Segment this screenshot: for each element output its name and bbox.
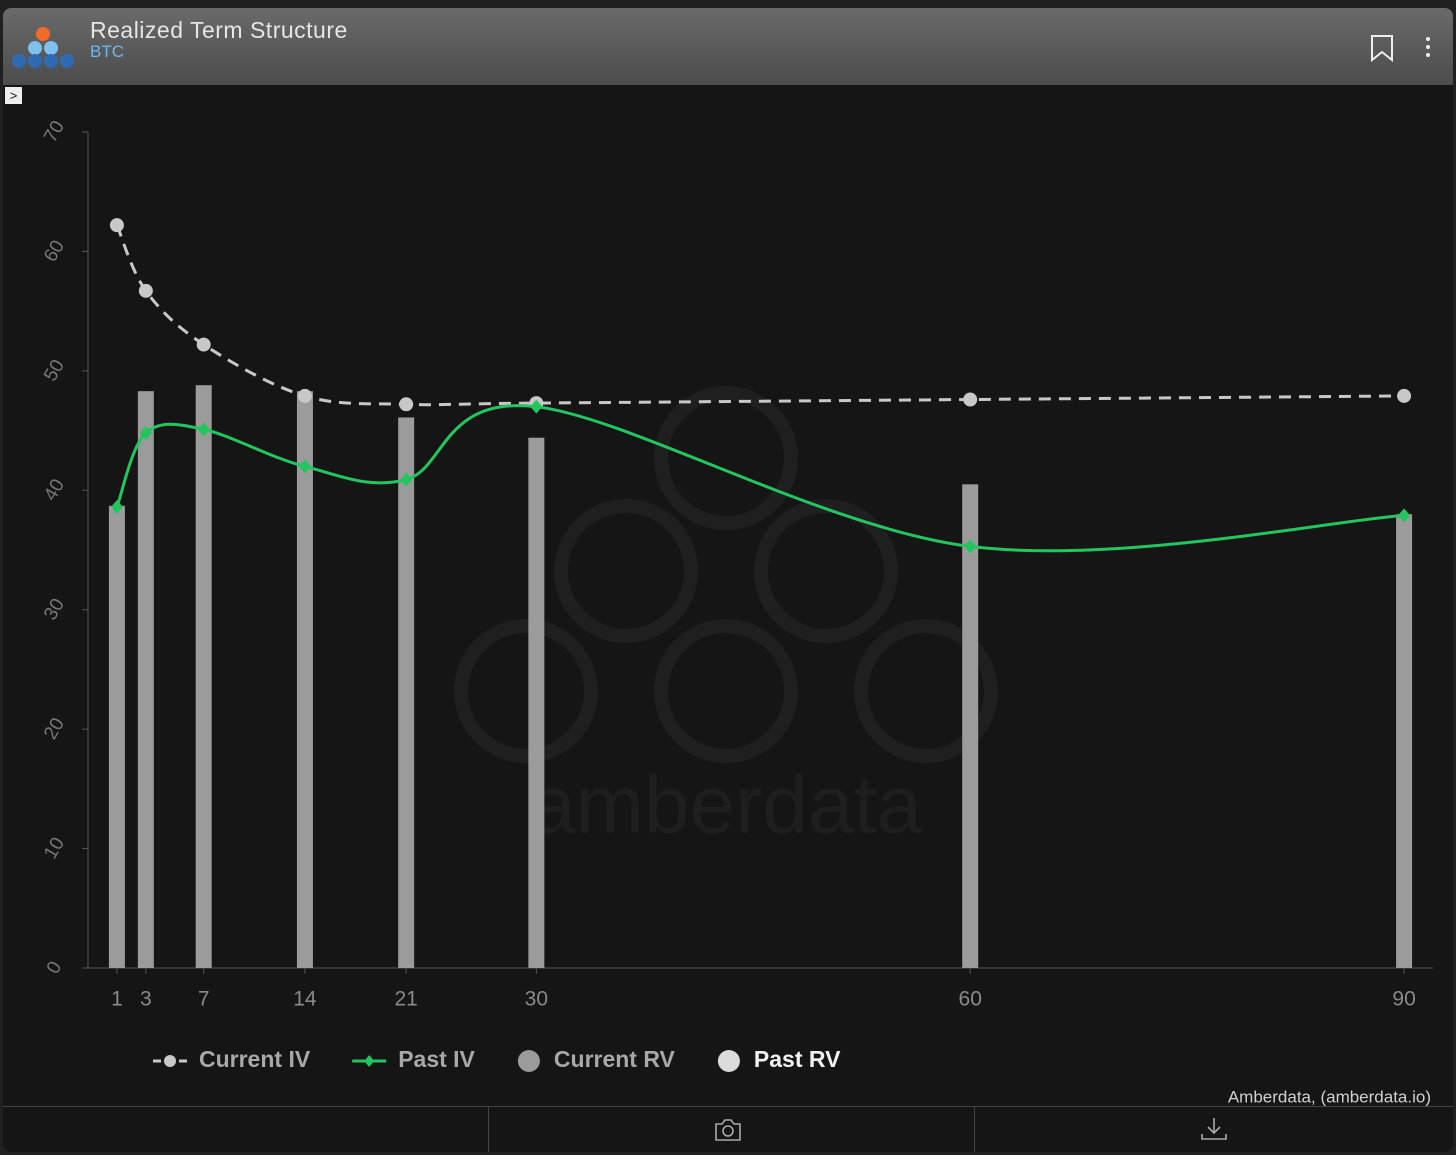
credit: Amberdata, (amberdata.io) — [1228, 1087, 1431, 1106]
window: Realized Term Structure BTC > amberdata … — [3, 8, 1453, 1152]
bar — [962, 484, 979, 968]
bar — [137, 391, 154, 968]
y-tick-label: 10 — [40, 834, 69, 863]
bar — [296, 391, 313, 968]
point — [298, 459, 311, 474]
x-tick-label: 7 — [198, 988, 210, 1011]
subtitle: BTC — [90, 42, 124, 61]
title: Realized Term Structure — [90, 17, 348, 43]
point — [1398, 508, 1411, 523]
footer — [3, 1106, 1453, 1152]
point — [1397, 388, 1412, 403]
x-tick-label: 30 — [525, 988, 548, 1011]
bar — [108, 505, 125, 968]
chart: amberdata Amberdata, (amberdata.io) 0 10 2… — [40, 117, 1433, 1106]
menu[interactable] — [1426, 37, 1430, 57]
line — [115, 224, 1405, 407]
y-tick-label: 70 — [40, 117, 69, 146]
bookmark[interactable] — [1371, 35, 1393, 63]
point — [964, 539, 977, 554]
legend-marker — [717, 1050, 740, 1072]
legend-marker — [164, 1055, 176, 1067]
point — [110, 500, 123, 515]
legend-item[interactable]: Current IV — [153, 1046, 311, 1072]
watermark-logo — [454, 386, 998, 763]
legend-item[interactable]: Current RV — [517, 1046, 676, 1072]
header-actions[interactable] — [1363, 30, 1443, 70]
point — [109, 218, 124, 233]
legend-label: Past IV — [398, 1046, 475, 1072]
legend-marker — [517, 1050, 540, 1072]
point — [139, 425, 152, 440]
legend-label: Past RV — [754, 1046, 841, 1072]
logo — [12, 27, 74, 68]
legend-item[interactable]: Past RV — [717, 1046, 841, 1072]
x-tick-label: 1 — [111, 988, 123, 1011]
bar — [398, 417, 415, 968]
y-tick-label: 20 — [40, 714, 69, 743]
line — [115, 404, 1405, 553]
y-tick-label: 40 — [40, 476, 69, 505]
point — [297, 388, 312, 403]
y-tick-label: 50 — [40, 356, 69, 385]
bar — [528, 437, 545, 968]
header: Realized Term Structure BTC — [3, 8, 1453, 85]
download-button[interactable] — [1199, 1116, 1229, 1142]
expand-toggle[interactable]: > — [5, 87, 22, 104]
x-tick-label: 14 — [293, 988, 317, 1011]
camera-button[interactable] — [713, 1117, 743, 1143]
point — [400, 472, 413, 487]
legend-label: Current IV — [199, 1046, 311, 1072]
point — [196, 337, 211, 352]
legend-item[interactable]: Past IV — [352, 1046, 476, 1072]
bar — [1396, 514, 1413, 968]
y-tick-label: 0 — [43, 958, 66, 978]
point — [399, 397, 414, 412]
y-tick-label: 60 — [40, 237, 69, 266]
bar — [195, 385, 212, 968]
legend-label: Current RV — [554, 1046, 676, 1072]
point — [963, 392, 978, 407]
y-tick-label: 30 — [40, 595, 69, 624]
x-tick-label: 90 — [1392, 988, 1415, 1011]
x-tick-label: 3 — [140, 988, 152, 1011]
x-tick-label: 21 — [394, 988, 417, 1011]
point — [138, 283, 153, 298]
x-tick-label: 60 — [959, 988, 982, 1011]
point — [530, 399, 543, 414]
watermark: amberdata — [530, 760, 922, 851]
legend-marker — [364, 1055, 375, 1067]
point — [197, 422, 210, 437]
